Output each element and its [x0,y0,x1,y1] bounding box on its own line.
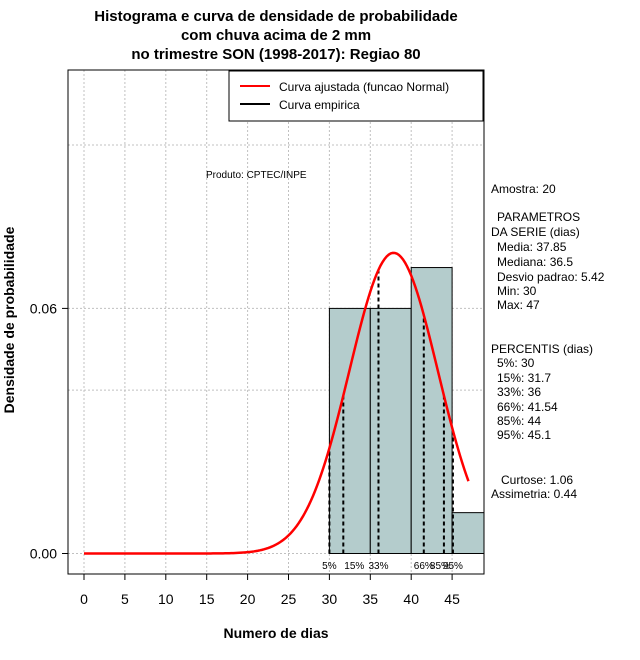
stat-min: Min: 30 [497,284,537,298]
percentile-label: 33% [368,561,388,572]
x-tick-label: 20 [240,591,256,607]
curve-layer [84,251,470,555]
y-tick-label: 0.00 [30,546,57,562]
stat-media: Media: 37.85 [497,240,567,254]
chart-title-line-2: com chuva acima de 2 mm [181,27,371,44]
stat-percentis-title: PERCENTIS (dias) [491,342,593,356]
legend: Curva ajustada (funcao Normal) Curva emp… [228,70,484,122]
stat-max: Max: 47 [497,298,540,312]
chart-title-line-1: Histograma e curva de densidade de proba… [94,8,457,25]
stat-param-title-2: DA SERIE (dias) [491,225,580,239]
histogram-bar [451,512,485,555]
x-tick-label: 45 [444,591,460,607]
stat-p95: 95%: 45.1 [497,428,551,442]
percentile-label: 15% [344,561,364,572]
normal-fit-curve [84,251,470,555]
stat-p15: 15%: 31.7 [497,371,551,385]
histogram-bar [328,307,371,554]
percentile-label: 85% [430,561,450,572]
legend-label-empirical: Curva empirica [279,98,360,112]
stat-mediana: Mediana: 36.5 [497,255,573,269]
histogram-bar [369,307,412,554]
x-tick-label: 30 [322,591,338,607]
x-tick-label: 5 [121,591,129,607]
stats-panel: Amostra: 20 PARAMETROS DA SERIE (dias) M… [491,182,605,501]
legend-label-fitted: Curva ajustada (funcao Normal) [279,80,449,94]
x-tick-label: 35 [363,591,379,607]
x-tick-label: 25 [281,591,297,607]
plot-frame [67,69,485,575]
bars-layer [328,267,485,555]
stat-p85: 85%: 44 [497,414,541,428]
stat-amostra: Amostra: 20 [491,182,556,196]
x-tick-label: 40 [403,591,419,607]
y-tick-label: 0.06 [30,300,57,316]
stat-desvio: Desvio padrao: 5.42 [497,270,605,284]
stat-p5: 5%: 30 [497,356,535,370]
y-axis-title: Densidade de probabilidade [1,226,17,413]
histogram-bar [410,267,453,554]
chart-title-line-3: no trimestre SON (1998-2017): Regiao 80 [131,46,420,63]
percentile-label: 95% [443,561,463,572]
stat-curtose: Curtose: 1.06 [501,473,573,487]
x-tick-label: 10 [158,591,174,607]
stat-assimetria: Assimetria: 0.44 [491,487,577,501]
stat-p33: 33%: 36 [497,385,541,399]
percentile-label: 66% [414,561,434,572]
stat-p66: 66%: 41.54 [497,400,558,414]
x-tick-label: 0 [80,591,88,607]
x-axis-title: Numero de dias [223,625,328,641]
x-tick-label: 15 [199,591,215,607]
percentile-lines-layer: 5% 15% 33% 66%85%95% [322,269,463,572]
stat-param-title-1: PARAMETROS [497,210,580,224]
product-annotation: Produto: CPTEC/INPE [206,170,307,181]
legend-box [228,70,484,122]
axes-layer: 0 5 10 15 20 25 30 35 40 45 0.00 0.06 [30,300,460,607]
percentile-label: 5% [322,561,337,572]
